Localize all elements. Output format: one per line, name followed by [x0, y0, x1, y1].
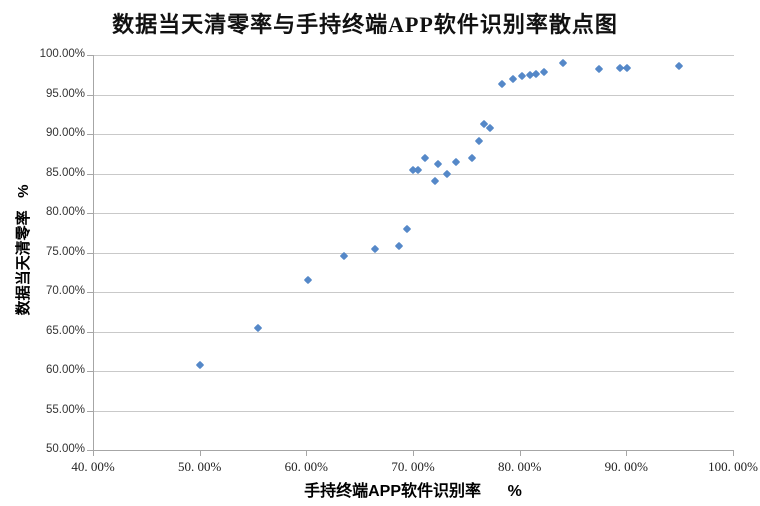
x-axis-tick [733, 451, 734, 456]
gridline [94, 331, 734, 333]
x-axis-tick [626, 451, 628, 456]
y-tick-label: 80.00% [45, 206, 85, 218]
x-axis-tick [199, 451, 201, 456]
x-axis-tick [413, 451, 414, 456]
y-tick-label: 85.00% [45, 166, 85, 179]
x-axis-tick [93, 451, 94, 456]
y-tick-label: 70.00% [45, 285, 85, 297]
gridline [94, 292, 734, 293]
y-axis-tick [87, 134, 93, 135]
x-axis-title: 手持终端APP软件识别率 % [304, 483, 522, 500]
y-tick-label: 65.00% [45, 324, 85, 337]
y-tick-label: 55.00% [45, 403, 85, 416]
chart-title: 数据当天清零率与手持终端APP软件识别率散点图 [112, 12, 618, 37]
y-axis-tick [87, 450, 93, 451]
gridline [94, 173, 734, 175]
gridline [94, 55, 734, 56]
y-axis-tick [87, 94, 93, 96]
x-tick-label: 70. 00% [391, 459, 435, 474]
y-axis-tick [87, 213, 93, 214]
gridline [94, 371, 734, 372]
plot-area [93, 55, 734, 451]
y-tick-label: 95.00% [45, 87, 85, 100]
y-axis-tick [87, 173, 93, 175]
gridline [94, 252, 734, 254]
x-tick-label: 80. 00% [497, 459, 542, 474]
x-axis-tick [519, 451, 521, 456]
x-tick-label: 60. 00% [284, 459, 328, 474]
y-axis-tick [87, 410, 93, 412]
x-tick-label: 100. 00% [708, 459, 758, 474]
y-tick-label: 60.00% [45, 364, 85, 376]
y-tick-label: 100.00% [39, 48, 85, 60]
gridline [94, 213, 734, 214]
y-tick-label: 90.00% [45, 127, 85, 139]
y-axis-tick [87, 55, 93, 56]
x-tick-label: 50. 00% [177, 459, 222, 474]
y-tick-label: 50.00% [45, 443, 85, 455]
y-axis-tick [87, 252, 93, 254]
gridline [94, 94, 734, 96]
y-axis-tick [87, 331, 93, 333]
y-axis-tick [87, 371, 93, 372]
x-axis-tick [306, 451, 308, 456]
x-tick-label: 40. 00% [71, 459, 115, 474]
y-axis-tick [87, 292, 93, 293]
gridline [94, 134, 734, 135]
x-tick-label: 90. 00% [604, 459, 648, 474]
y-tick-label: 75.00% [45, 245, 85, 258]
gridline [94, 410, 734, 412]
